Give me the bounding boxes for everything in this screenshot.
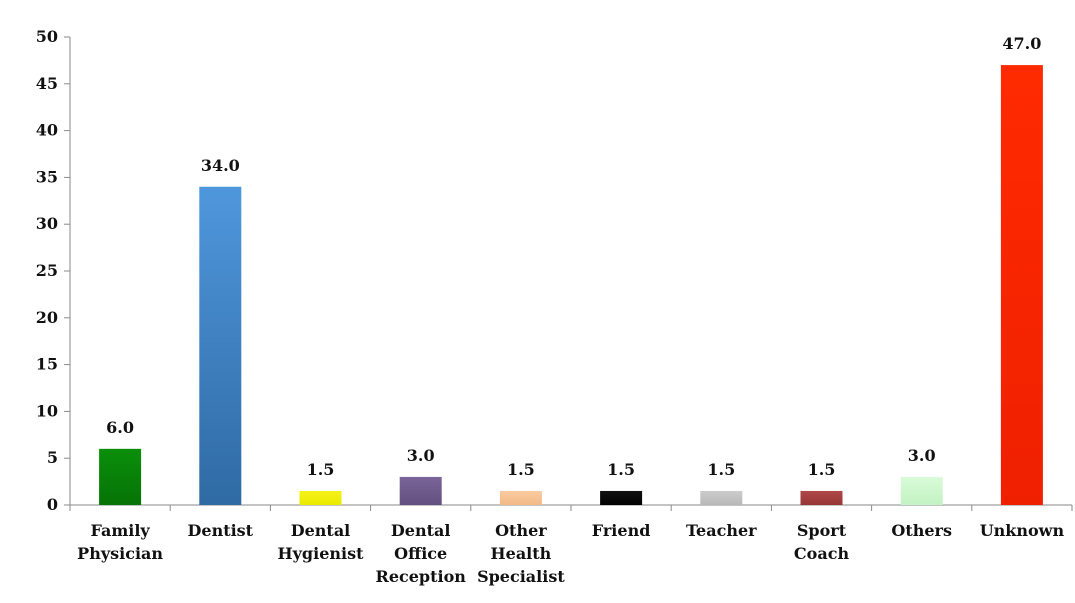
bars [99, 65, 1043, 505]
category-label: Unknown [980, 521, 1065, 540]
y-axis: 0 5 10 15 20 25 30 35 40 45 50 [36, 27, 71, 514]
category-label: Dentist [188, 521, 254, 540]
category-label: Sport Coach [794, 521, 850, 563]
bar [600, 490, 643, 505]
data-label: 1.5 [707, 460, 735, 479]
y-tick-label: 15 [36, 355, 58, 374]
data-label: 1.5 [607, 460, 635, 479]
y-tick-label: 10 [36, 401, 58, 420]
bar [199, 186, 242, 505]
y-tick-label: 20 [36, 308, 58, 327]
category-label: Dental Hygienist [278, 521, 365, 563]
category-label: Dental Office Reception [376, 521, 467, 586]
data-label: 3.0 [407, 446, 435, 465]
data-label: 6.0 [106, 418, 134, 437]
data-label: 1.5 [507, 460, 535, 479]
bar [99, 448, 142, 505]
y-tick-label: 50 [36, 27, 58, 46]
category-labels: Family Physician Dentist Dental Hygienist Den… [77, 521, 1064, 586]
data-label: 1.5 [307, 460, 335, 479]
category-label: Other Health Specialist [477, 521, 565, 586]
category-label: Others [891, 521, 952, 540]
data-label: 34.0 [201, 156, 240, 175]
data-labels: 6.0 34.0 1.5 3.0 1.5 1.5 1.5 1.5 3.0 47.0 [106, 34, 1041, 479]
bar [399, 476, 442, 505]
y-tick-label: 35 [36, 167, 58, 186]
y-tick-label: 5 [47, 448, 58, 467]
y-tick-label: 0 [47, 495, 58, 514]
y-tick-label: 30 [36, 214, 58, 233]
x-axis [69, 504, 1073, 511]
category-label: Friend [592, 521, 651, 540]
data-label: 3.0 [908, 446, 936, 465]
category-label: Family Physician [77, 521, 163, 563]
bar [800, 490, 843, 505]
y-tick-label: 45 [36, 74, 58, 93]
data-label: 47.0 [1002, 34, 1041, 53]
y-tick-label: 25 [36, 261, 58, 280]
bar [700, 490, 743, 505]
bar [499, 490, 542, 505]
bar [1000, 65, 1043, 505]
category-label: Teacher [686, 521, 757, 540]
y-tick-label: 40 [36, 121, 58, 140]
data-label: 1.5 [808, 460, 836, 479]
bar [299, 490, 342, 505]
bar [900, 476, 943, 505]
